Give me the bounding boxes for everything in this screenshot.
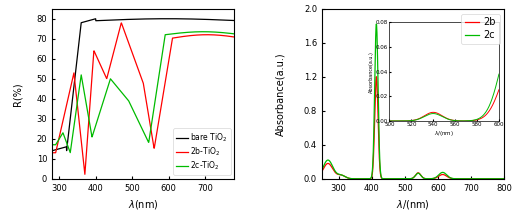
2b: [319, 170, 325, 173]
X-axis label: $\lambda$(nm): $\lambda$(nm): [128, 198, 159, 211]
2b: [373, 75, 380, 78]
2b-TiO$_2$: [82, 173, 88, 176]
2b-TiO$_2$: [195, 34, 201, 36]
2c-TiO$_2$: [68, 147, 74, 150]
Line: 2b: 2b: [322, 77, 504, 179]
2c-TiO$_2$: [191, 31, 198, 33]
2b: [501, 177, 508, 180]
Legend: bare TiO$_2$, 2b-TiO$_2$, 2c-TiO$_2$: bare TiO$_2$, 2b-TiO$_2$, 2c-TiO$_2$: [173, 128, 230, 175]
Line: 2c: 2c: [322, 24, 504, 179]
bare TiO$_2$: [129, 18, 136, 20]
bare TiO$_2$: [174, 17, 180, 20]
2c: [501, 177, 508, 180]
2c: [444, 174, 450, 177]
2c-TiO$_2$: [129, 108, 136, 110]
2b-TiO$_2$: [49, 152, 55, 154]
2b-TiO$_2$: [191, 34, 198, 37]
2c: [393, 177, 399, 180]
2b: [444, 175, 450, 178]
2b: [464, 177, 471, 180]
2c-TiO$_2$: [174, 32, 180, 35]
2c-TiO$_2$: [231, 32, 238, 35]
2b: [399, 177, 406, 180]
X-axis label: $\lambda$/(nm): $\lambda$/(nm): [396, 198, 430, 211]
2b: [461, 177, 467, 180]
2b-TiO$_2$: [129, 53, 136, 55]
Y-axis label: R(%): R(%): [13, 82, 23, 106]
2c: [337, 173, 344, 176]
Line: bare TiO$_2$: bare TiO$_2$: [52, 19, 235, 151]
bare TiO$_2$: [191, 18, 198, 20]
2b-TiO$_2$: [123, 35, 129, 37]
2c: [373, 23, 380, 25]
2b: [393, 177, 399, 180]
Y-axis label: Absorbance(a.u.): Absorbance(a.u.): [276, 52, 285, 136]
bare TiO$_2$: [68, 114, 74, 117]
2b-TiO$_2$: [231, 36, 238, 38]
bare TiO$_2$: [231, 19, 238, 22]
Line: 2b-TiO$_2$: 2b-TiO$_2$: [52, 23, 235, 174]
2c-TiO$_2$: [123, 96, 129, 99]
Line: 2c-TiO$_2$: 2c-TiO$_2$: [52, 32, 235, 153]
2c: [461, 177, 467, 180]
2b-TiO$_2$: [68, 86, 74, 88]
2c: [319, 168, 325, 171]
2b: [337, 174, 344, 176]
bare TiO$_2$: [164, 17, 171, 20]
2b-TiO$_2$: [175, 36, 181, 39]
2c: [399, 177, 406, 180]
2c-TiO$_2$: [194, 31, 201, 33]
2c-TiO$_2$: [67, 151, 73, 154]
2c-TiO$_2$: [200, 31, 206, 33]
bare TiO$_2$: [123, 18, 129, 21]
2c: [464, 177, 471, 180]
Legend: 2b, 2c: 2b, 2c: [461, 14, 500, 44]
2b-TiO$_2$: [118, 22, 124, 24]
2c-TiO$_2$: [49, 143, 55, 146]
bare TiO$_2$: [194, 18, 201, 20]
bare TiO$_2$: [49, 150, 55, 152]
